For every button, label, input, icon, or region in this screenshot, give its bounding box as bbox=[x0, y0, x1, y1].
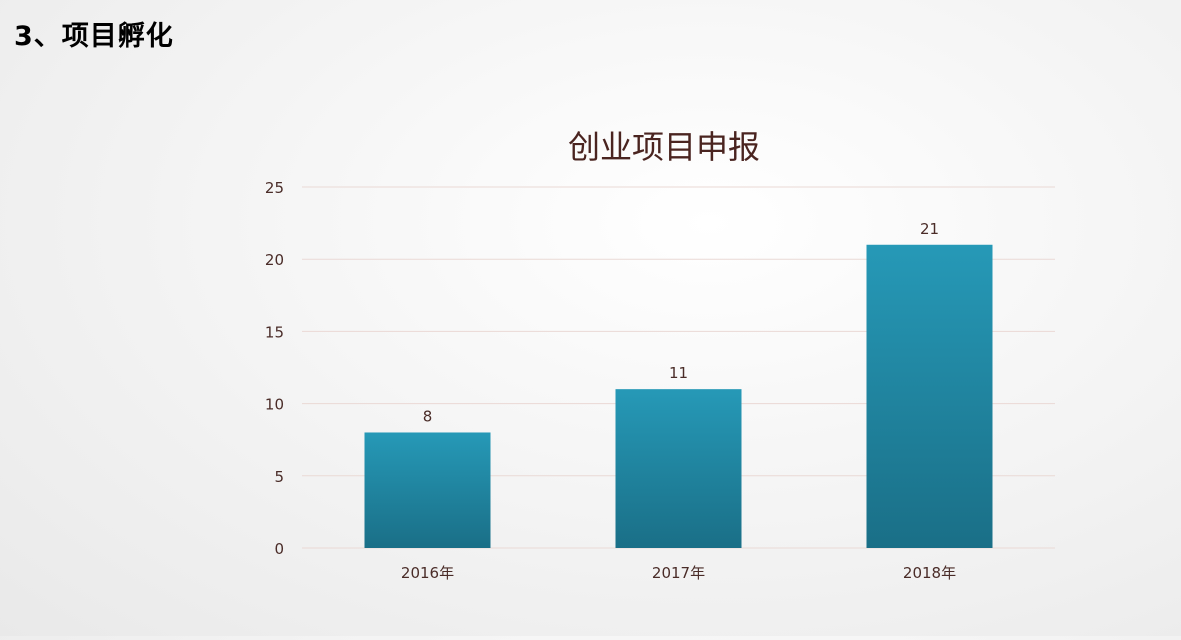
data-label: 8 bbox=[423, 407, 433, 425]
chart-title: 创业项目申报 bbox=[568, 128, 760, 166]
bar-2016年 bbox=[364, 432, 491, 548]
y-tick-label: 20 bbox=[265, 251, 284, 269]
y-tick-label: 0 bbox=[274, 540, 284, 558]
x-tick-label: 2018年 bbox=[903, 564, 956, 582]
slide-title: 3、项目孵化 bbox=[14, 21, 174, 52]
bars bbox=[364, 244, 993, 548]
x-tick-label: 2016年 bbox=[401, 564, 454, 582]
x-tick-label: 2017年 bbox=[652, 564, 705, 582]
data-labels: 8 11 21 bbox=[423, 220, 939, 426]
y-tick-label: 25 bbox=[265, 179, 284, 197]
data-label: 21 bbox=[920, 220, 939, 238]
y-tick-label: 15 bbox=[265, 323, 284, 341]
bar-2018年 bbox=[866, 244, 993, 548]
y-tick-label: 10 bbox=[265, 396, 284, 414]
bar-2017年 bbox=[615, 389, 742, 548]
y-axis-ticks: 0 5 10 15 20 25 bbox=[265, 179, 284, 558]
x-axis-ticks: 2016年 2017年 2018年 bbox=[401, 564, 956, 582]
y-tick-label: 5 bbox=[274, 468, 284, 486]
data-label: 11 bbox=[669, 364, 688, 382]
